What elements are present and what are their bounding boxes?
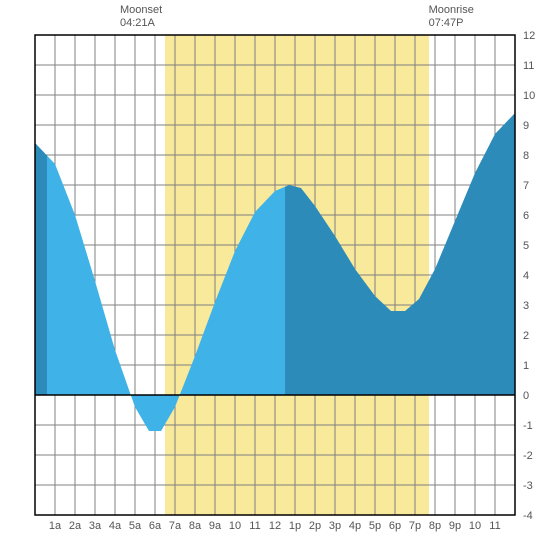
x-tick-label: 3p — [329, 520, 341, 532]
x-tick-label: 1p — [289, 520, 301, 532]
tide-chart: Moonset 04:21A Moonrise 07:47P 1a2a3a4a5… — [0, 0, 550, 550]
moonrise-label: Moonrise 07:47P — [429, 4, 474, 30]
x-tick-label: 2a — [69, 520, 82, 532]
x-tick-label: 5p — [369, 520, 381, 532]
x-tick-label: 4p — [349, 520, 361, 532]
y-tick-label: 5 — [523, 240, 529, 252]
y-tick-label: 4 — [523, 270, 529, 282]
moonset-time: 04:21A — [120, 17, 162, 30]
x-tick-label: 7a — [169, 520, 182, 532]
x-tick-label: 10 — [229, 520, 241, 532]
x-tick-label: 3a — [89, 520, 102, 532]
x-tick-label: 11 — [249, 520, 260, 532]
x-tick-label: 7p — [409, 520, 421, 532]
y-tick-label: 1 — [523, 360, 529, 372]
y-tick-label: 11 — [523, 60, 534, 72]
y-tick-label: 6 — [523, 210, 529, 222]
y-tick-label: 10 — [523, 90, 535, 102]
x-tick-label: 8a — [189, 520, 202, 532]
x-tick-label: 9p — [449, 520, 461, 532]
y-tick-label: 9 — [523, 120, 529, 132]
x-tick-label: 5a — [129, 520, 142, 532]
y-tick-label: 2 — [523, 330, 529, 342]
x-tick-label: 9a — [209, 520, 222, 532]
y-tick-label: 0 — [523, 390, 529, 402]
moonrise-time: 07:47P — [429, 17, 474, 30]
x-tick-label: 11 — [489, 520, 500, 532]
x-tick-label: 10 — [469, 520, 481, 532]
y-tick-label: 12 — [523, 30, 535, 42]
x-tick-label: 4a — [109, 520, 122, 532]
x-tick-label: 1a — [49, 520, 62, 532]
chart-svg: 1a2a3a4a5a6a7a8a9a1011121p2p3p4p5p6p7p8p… — [0, 0, 550, 550]
moonset-title: Moonset — [120, 4, 162, 17]
moonset-label: Moonset 04:21A — [120, 4, 162, 30]
y-tick-label: -3 — [523, 480, 533, 492]
moonrise-title: Moonrise — [429, 4, 474, 17]
y-tick-label: 7 — [523, 180, 529, 192]
y-tick-label: -2 — [523, 450, 533, 462]
y-tick-label: -1 — [523, 420, 533, 432]
y-tick-label: 8 — [523, 150, 529, 162]
x-tick-label: 2p — [309, 520, 321, 532]
x-tick-label: 8p — [429, 520, 441, 532]
x-tick-label: 6p — [389, 520, 401, 532]
x-tick-label: 12 — [269, 520, 281, 532]
y-tick-label: -4 — [523, 510, 533, 522]
y-tick-label: 3 — [523, 300, 529, 312]
x-tick-label: 6a — [149, 520, 162, 532]
